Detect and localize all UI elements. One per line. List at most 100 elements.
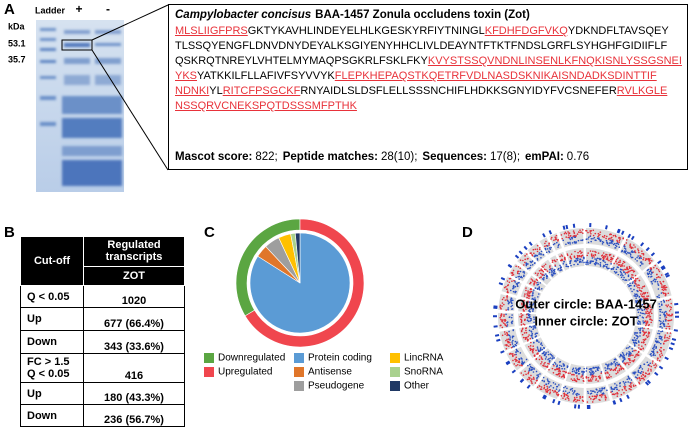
circos-point	[575, 235, 577, 237]
circos-point	[543, 380, 545, 382]
circos-point	[660, 301, 662, 303]
circos-point	[515, 354, 517, 356]
circos-point	[617, 241, 619, 243]
circos-point	[545, 273, 547, 275]
circos-point	[620, 274, 622, 276]
circos-point	[651, 272, 653, 274]
circos-point	[531, 254, 533, 256]
circos-point	[537, 251, 539, 253]
circos-point	[600, 262, 602, 264]
circos-point	[539, 270, 541, 272]
circos-tick	[512, 370, 515, 372]
panel-label: A	[4, 1, 15, 18]
circos-point	[597, 258, 599, 260]
circos-point	[641, 261, 643, 263]
circos-point	[561, 365, 563, 367]
circos-tick	[641, 243, 643, 246]
circos-point	[593, 230, 595, 232]
circos-point	[543, 265, 545, 267]
circos-point	[582, 396, 584, 398]
circos-point	[582, 232, 584, 234]
circos-point	[510, 353, 512, 355]
circos-point	[653, 349, 655, 351]
circos-point	[540, 257, 542, 259]
circos-point	[659, 271, 661, 273]
circos-point	[653, 352, 655, 354]
circos-point	[550, 247, 552, 249]
circos-point	[657, 333, 659, 335]
circos-point	[592, 373, 594, 375]
circos-point	[512, 343, 514, 345]
circos-point	[527, 258, 529, 260]
circos-point	[530, 330, 532, 332]
circos-point	[663, 301, 665, 303]
circos-point	[557, 246, 559, 248]
circos-point	[530, 366, 532, 368]
circos-tick	[671, 343, 675, 344]
circos-point	[634, 343, 636, 345]
lane-label: +	[75, 2, 82, 16]
circos-point	[639, 287, 641, 289]
circos-point	[631, 360, 633, 362]
circos-point	[658, 297, 660, 299]
circos-point	[613, 361, 615, 363]
circos-point	[557, 239, 559, 241]
circos-point	[521, 321, 523, 323]
cutoff-text: FC > 1.5	[27, 356, 77, 368]
circos-point	[522, 314, 524, 316]
circos-point	[611, 237, 613, 239]
circos-point	[665, 314, 667, 316]
circos-point	[637, 255, 639, 257]
circos-point	[544, 362, 546, 364]
circos-point	[560, 269, 562, 271]
circos-point	[595, 397, 597, 399]
circos-point	[605, 256, 607, 258]
circos-point	[559, 368, 561, 370]
circos-point	[530, 375, 532, 377]
circos-point	[642, 263, 644, 265]
circos-point	[641, 250, 643, 252]
gel-image	[36, 5, 168, 192]
circos-point	[506, 344, 508, 346]
circos-point	[603, 236, 605, 238]
circos-point	[629, 266, 631, 268]
circos-point	[669, 335, 671, 337]
circos-point	[525, 337, 527, 339]
circos-point	[671, 313, 673, 315]
circos-point	[599, 395, 601, 397]
circos-point	[526, 253, 528, 255]
circos-point	[579, 396, 581, 398]
circos-point	[610, 268, 612, 270]
circos-point	[635, 278, 637, 280]
circos-point	[647, 364, 649, 366]
circos-point	[535, 336, 537, 338]
circos-point	[636, 338, 638, 340]
circos-point	[533, 368, 535, 370]
circos-point	[608, 268, 610, 270]
circos-point	[515, 291, 517, 293]
circos-point	[547, 270, 549, 272]
circos-point	[637, 336, 639, 338]
circos-point	[600, 265, 602, 267]
circos-point	[532, 264, 534, 266]
circos-point	[636, 260, 638, 262]
panel-label: C	[204, 224, 215, 241]
circos-point	[518, 282, 520, 284]
circos-point	[530, 342, 532, 344]
circos-point	[576, 375, 578, 377]
circos-point	[559, 256, 561, 258]
circos-point	[518, 278, 520, 280]
matched-peptide: FLEPKHEPAQSTKQETRFVDLNASDSKNIKAISNDADKSD…	[335, 70, 657, 82]
circos-point	[566, 388, 568, 390]
circos-point	[656, 277, 658, 279]
circos-point	[586, 367, 588, 369]
circos-point	[528, 377, 530, 379]
circos-point	[506, 348, 508, 350]
circos-point	[592, 401, 594, 403]
circos-point	[641, 342, 643, 344]
circos-point	[611, 259, 613, 261]
circos-point	[638, 347, 640, 349]
header-cell: ZOT	[84, 266, 185, 285]
